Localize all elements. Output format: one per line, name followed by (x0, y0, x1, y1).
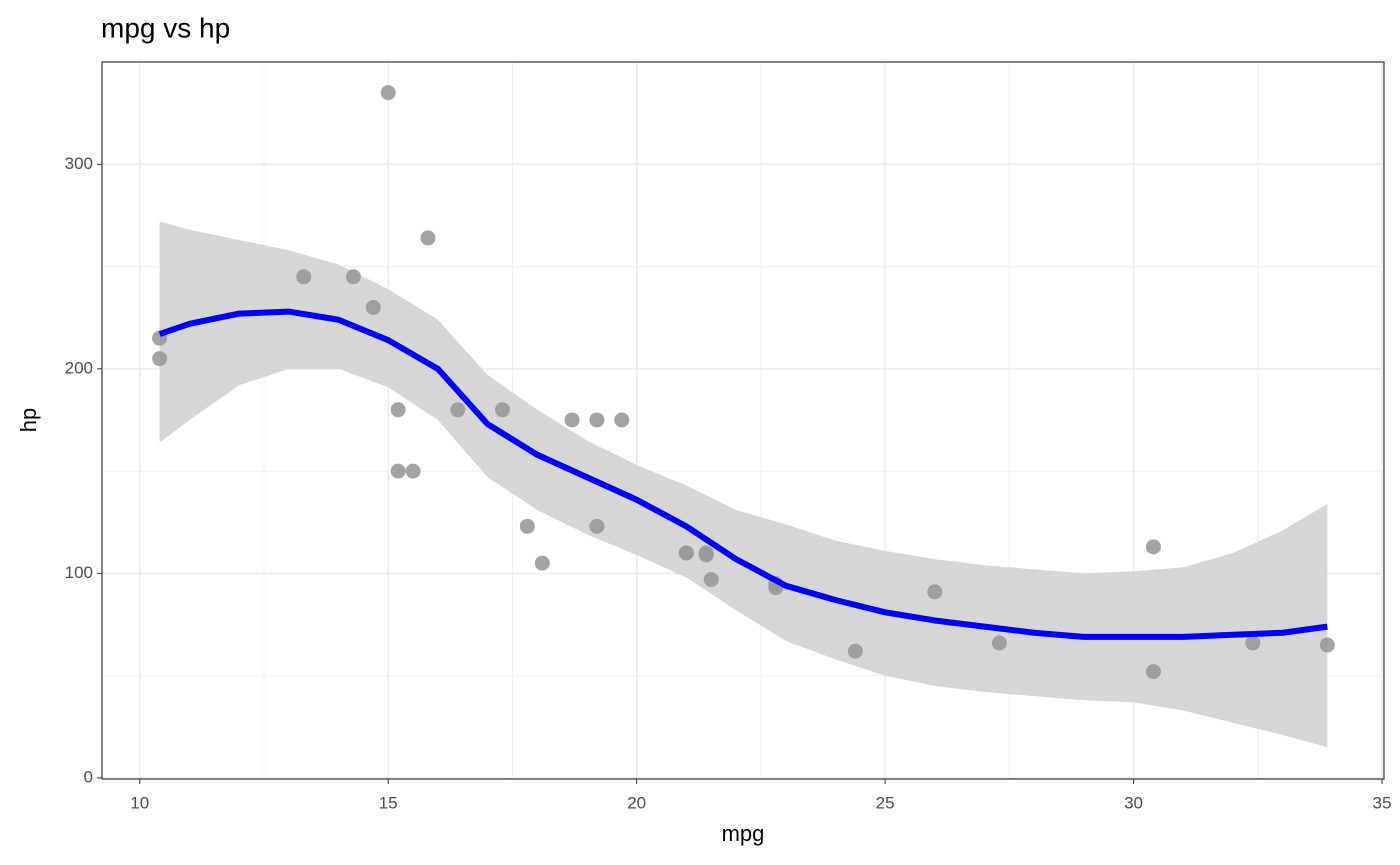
y-tick-label: 0 (84, 767, 93, 786)
y-axis-title: hp (16, 408, 41, 432)
x-tick-label: 20 (627, 793, 646, 812)
x-tick-label: 30 (1124, 793, 1143, 812)
point (495, 402, 511, 418)
point (703, 572, 719, 588)
point (1145, 539, 1161, 555)
point (847, 643, 863, 659)
point (698, 547, 714, 563)
point (589, 412, 605, 428)
chart-title: mpg vs hp (101, 12, 230, 43)
y-tick-label: 300 (65, 154, 93, 173)
smooth-line (158, 308, 1328, 640)
point (1145, 664, 1161, 680)
point (345, 269, 361, 285)
confidence-band (159, 221, 1328, 748)
point (927, 584, 943, 600)
point (564, 412, 580, 428)
point (450, 402, 466, 418)
point (420, 230, 436, 246)
panel-border (101, 61, 1385, 780)
point (296, 269, 312, 285)
point (365, 299, 381, 315)
y-tick-label: 100 (65, 563, 93, 582)
point (991, 635, 1007, 651)
point (589, 518, 605, 534)
x-axis-title: mpg (722, 821, 765, 846)
x-tick-label: 15 (379, 793, 398, 812)
y-tick-label: 200 (65, 358, 93, 377)
point (1245, 635, 1261, 651)
x-tick-label: 35 (1373, 793, 1392, 812)
point (152, 351, 168, 367)
point (534, 555, 550, 571)
point (678, 545, 694, 561)
point (390, 463, 406, 479)
point (519, 518, 535, 534)
x-tick-label: 10 (130, 793, 149, 812)
point (614, 412, 630, 428)
point (380, 85, 396, 101)
point (405, 463, 421, 479)
x-tick-label: 25 (876, 793, 895, 812)
point (390, 402, 406, 418)
point (1319, 637, 1335, 653)
